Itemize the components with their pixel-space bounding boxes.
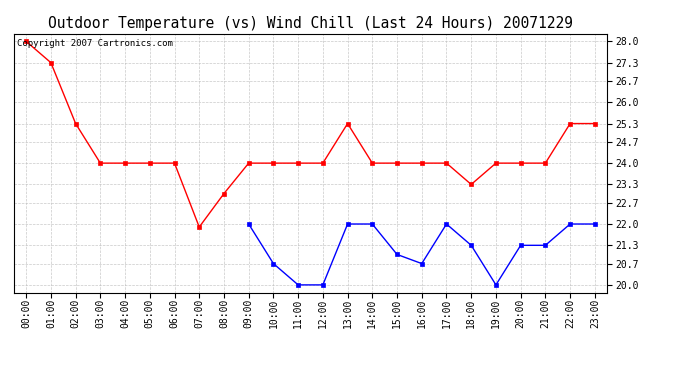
Title: Outdoor Temperature (vs) Wind Chill (Last 24 Hours) 20071229: Outdoor Temperature (vs) Wind Chill (Las… (48, 16, 573, 31)
Text: Copyright 2007 Cartronics.com: Copyright 2007 Cartronics.com (17, 39, 172, 48)
